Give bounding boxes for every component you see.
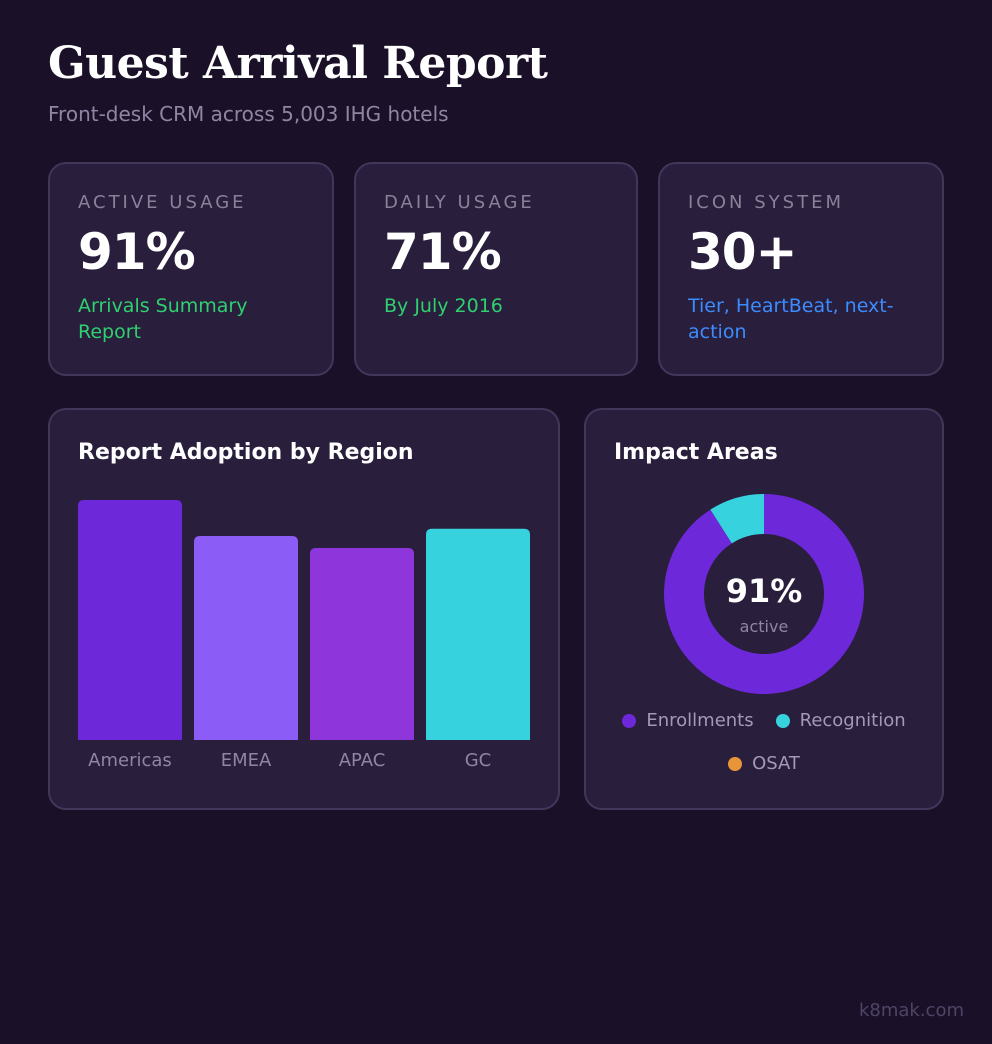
donut-legend: Enrollments Recognition OSAT [586,710,942,796]
stat-value: 71% [384,223,502,281]
page-subtitle: Front-desk CRM across 5,003 IHG hotels [48,102,449,126]
stat-label: DAILY USAGE [384,192,535,213]
watermark: k8mak.com [858,1000,964,1021]
stat-card-icon-system: ICON SYSTEM 30+ Tier, HeartBeat, next-ac… [658,162,944,376]
slice-recognition [710,494,764,544]
donut-chart: 91% active [664,494,864,694]
stat-label: ACTIVE USAGE [78,192,247,213]
bar-chart-title: Report Adoption by Region [78,440,414,465]
x-tick-label: EMEA [221,750,272,771]
stat-value: 91% [78,223,196,281]
stat-note: Tier, HeartBeat, next-action [688,295,894,343]
stat-value: 30+ [688,223,797,281]
x-tick-label: APAC [339,750,386,771]
slice-enrollments [664,494,864,694]
page-title: Guest Arrival Report [48,38,548,89]
legend-dot [728,756,743,771]
bar-chart-card: Report Adoption by Region Americas EMEA AP… [48,408,560,810]
stat-card-daily-usage: DAILY USAGE 71% By July 2016 [354,162,638,376]
legend-item: Enrollments [622,710,754,731]
legend-item: Recognition [775,710,906,731]
x-tick-label: Americas [88,750,172,771]
donut-center-value: 91% [726,572,803,610]
x-tick-label: GC [465,750,492,771]
stat-label: ICON SYSTEM [688,192,844,213]
legend-label: Recognition [799,710,906,731]
stat-note: By July 2016 [384,295,503,317]
legend-label: Enrollments [646,710,754,731]
bar-chart: Americas EMEA APAC GC [78,500,530,771]
legend-label: OSAT [752,753,800,774]
donut-chart-card: Impact Areas 91% active Enrollments Recog… [584,408,944,810]
legend-dot [775,713,790,728]
bar-emea [194,536,298,740]
legend-item: OSAT [728,753,800,774]
bar-gc [426,528,530,740]
donut-chart-title: Impact Areas [614,440,778,465]
bar-apac [310,548,414,740]
stat-card-active-usage: ACTIVE USAGE 91% Arrivals Summary Report [48,162,334,376]
donut-center-label: active [740,617,789,636]
legend-dot [622,713,637,728]
bar-americas [78,500,182,740]
stat-note: Arrivals Summary Report [78,295,248,343]
